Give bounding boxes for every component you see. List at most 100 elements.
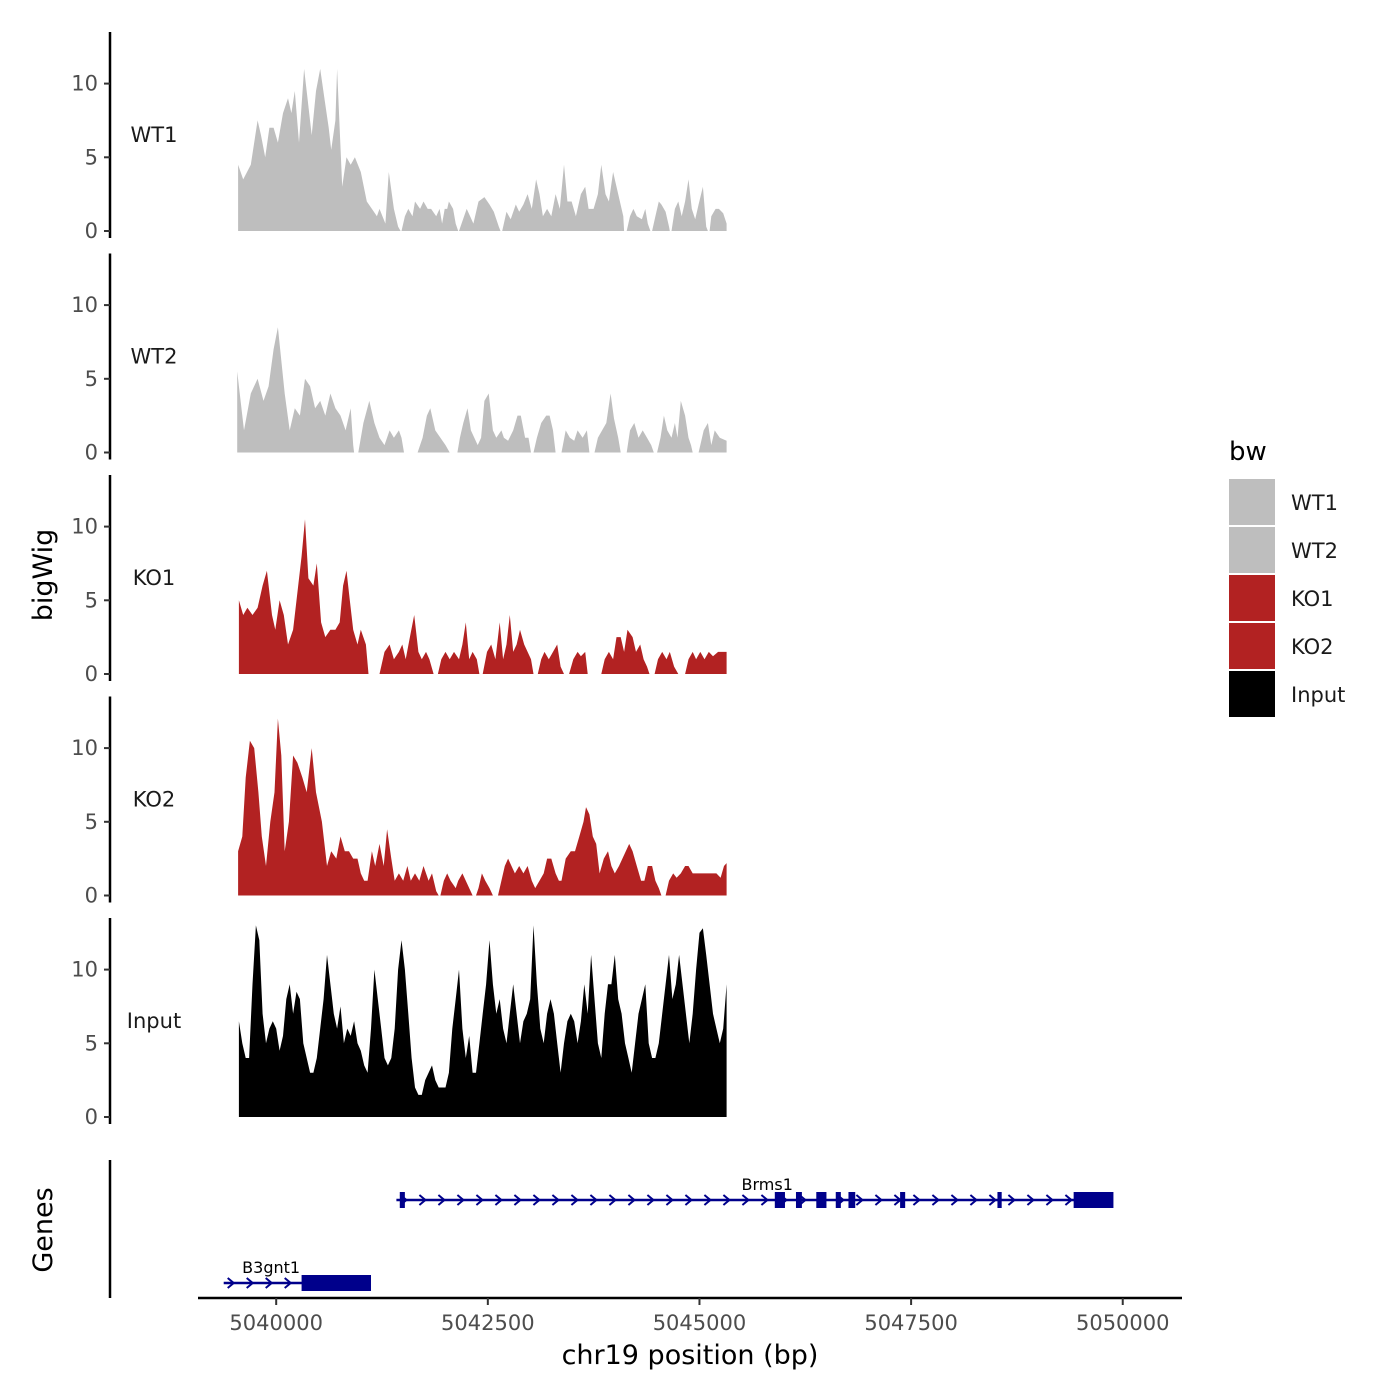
track-panel-input: 0 5 10 Input <box>71 918 727 1129</box>
y-tick-label: 5 <box>85 145 98 169</box>
y-tick-label: 5 <box>85 1031 98 1055</box>
strand-chevron-icon <box>551 1194 560 1206</box>
strand-chevron-icon <box>437 1194 446 1206</box>
gene-exon <box>816 1192 827 1208</box>
y-tick-label: 0 <box>85 662 98 686</box>
gene-exon <box>795 1192 802 1208</box>
track-label-ko1: KO1 <box>133 566 176 590</box>
track-label-wt1: WT1 <box>131 123 178 147</box>
strand-chevron-icon <box>1064 1194 1073 1206</box>
x-tick-label: 5040000 <box>229 1311 323 1335</box>
legend: bw WT1 WT2 KO1 KO2 Input <box>1229 437 1345 717</box>
gene-label-b3gnt1: B3gnt1 <box>242 1258 300 1277</box>
track-panel-wt2: 0 5 10 WT2 <box>71 253 727 465</box>
gene-label-brms1: Brms1 <box>742 1175 793 1194</box>
strand-chevron-icon <box>456 1194 465 1206</box>
x-tick-label: 5047500 <box>864 1311 958 1335</box>
x-axis-title: chr19 position (bp) <box>562 1340 819 1371</box>
y-tick-label: 0 <box>85 884 98 908</box>
y-tick-label: 5 <box>85 588 98 612</box>
coverage-area-wt1 <box>238 68 727 232</box>
y-tick-label: 0 <box>85 441 98 465</box>
strand-chevron-icon <box>931 1194 940 1206</box>
legend-swatch-ko1 <box>1229 575 1275 621</box>
strand-chevron-icon <box>475 1194 484 1206</box>
strand-chevron-icon <box>513 1194 522 1206</box>
coverage-area-ko2 <box>238 718 727 896</box>
strand-chevron-icon <box>246 1277 255 1289</box>
legend-swatch-ko2 <box>1229 623 1275 669</box>
legend-label-ko1: KO1 <box>1291 587 1334 611</box>
gene-brms1: Brms1 <box>396 1175 1114 1208</box>
y-tick-label: 0 <box>85 219 98 243</box>
x-tick-label: 5050000 <box>1076 1311 1170 1335</box>
track-panel-ko1: 0 5 10 KO1 <box>71 475 727 686</box>
track-label-input: Input <box>127 1009 181 1033</box>
strand-chevron-icon <box>494 1194 503 1206</box>
legend-label-ko2: KO2 <box>1291 635 1334 659</box>
y-tick-label: 5 <box>85 367 98 391</box>
strand-chevron-icon <box>1045 1194 1054 1206</box>
strand-chevron-icon <box>741 1194 750 1206</box>
x-tick-label: 5045000 <box>653 1311 747 1335</box>
strand-chevron-icon <box>722 1194 731 1206</box>
y-tick-label: 10 <box>71 515 98 539</box>
legend-swatch-input <box>1229 671 1275 717</box>
strand-chevron-icon <box>418 1194 427 1206</box>
strand-chevron-icon <box>665 1194 674 1206</box>
strand-chevron-icon <box>570 1194 579 1206</box>
strand-chevron-icon <box>855 1194 864 1206</box>
strand-chevron-icon <box>760 1194 769 1206</box>
y-tick-label: 10 <box>71 72 98 96</box>
strand-chevron-icon <box>950 1194 959 1206</box>
strand-chevron-icon <box>969 1194 978 1206</box>
coverage-area-input <box>238 925 727 1117</box>
y-axis-title: bigWig <box>28 529 59 622</box>
strand-chevron-icon <box>608 1194 617 1206</box>
gene-exon <box>399 1192 405 1208</box>
strand-chevron-icon <box>874 1194 883 1206</box>
legend-label-wt1: WT1 <box>1291 491 1338 515</box>
legend-label-wt2: WT2 <box>1291 539 1338 563</box>
legend-title: bw <box>1229 437 1267 467</box>
strand-chevron-icon <box>646 1194 655 1206</box>
strand-chevron-icon <box>1007 1194 1016 1206</box>
track-label-wt2: WT2 <box>131 345 178 369</box>
gene-exon <box>835 1192 841 1208</box>
strand-chevron-icon <box>684 1194 693 1206</box>
gene-exon <box>900 1192 906 1208</box>
gene-exon <box>997 1192 1002 1208</box>
strand-chevron-icon <box>1026 1194 1035 1206</box>
track-panel-wt1: 0 5 10 WT1 <box>71 32 727 243</box>
coverage-area-wt2 <box>237 327 727 453</box>
strand-chevron-icon <box>284 1277 293 1289</box>
strand-chevron-icon <box>627 1194 636 1206</box>
strand-chevron-icon <box>988 1194 997 1206</box>
x-axis: 5040000 5042500 5045000 5047500 5050000 <box>198 1296 1182 1335</box>
coverage-area-ko1 <box>238 519 727 674</box>
strand-chevron-icon <box>265 1277 274 1289</box>
y-tick-label: 10 <box>71 736 98 760</box>
strand-chevron-icon <box>532 1194 541 1206</box>
strand-chevron-icon <box>703 1194 712 1206</box>
y-tick-label: 5 <box>85 810 98 834</box>
strand-chevron-icon <box>589 1194 598 1206</box>
legend-label-input: Input <box>1291 683 1345 707</box>
legend-swatch-wt2 <box>1229 527 1275 573</box>
gene-exon <box>774 1192 785 1208</box>
y-tick-label: 0 <box>85 1105 98 1129</box>
gene-exon <box>848 1192 856 1208</box>
legend-swatch-wt1 <box>1229 479 1275 525</box>
strand-chevron-icon <box>227 1277 236 1289</box>
gene-panel: Brms1 B3gnt1 <box>108 1160 1114 1298</box>
bigwig-tracks: 0 5 10 WT1 0 5 10 WT2 0 5 10 KO1 0 5 10 KO2 0 5 10 Input <box>71 32 727 1129</box>
gene-exon <box>301 1275 372 1291</box>
gene-exon <box>1073 1192 1114 1208</box>
x-tick-label: 5042500 <box>441 1311 535 1335</box>
y-tick-label: 10 <box>71 293 98 317</box>
strand-chevron-icon <box>912 1194 921 1206</box>
gene-panel-title: Genes <box>28 1187 59 1272</box>
track-panel-ko2: 0 5 10 KO2 <box>71 696 727 908</box>
gene-b3gnt1: B3gnt1 <box>223 1258 372 1291</box>
